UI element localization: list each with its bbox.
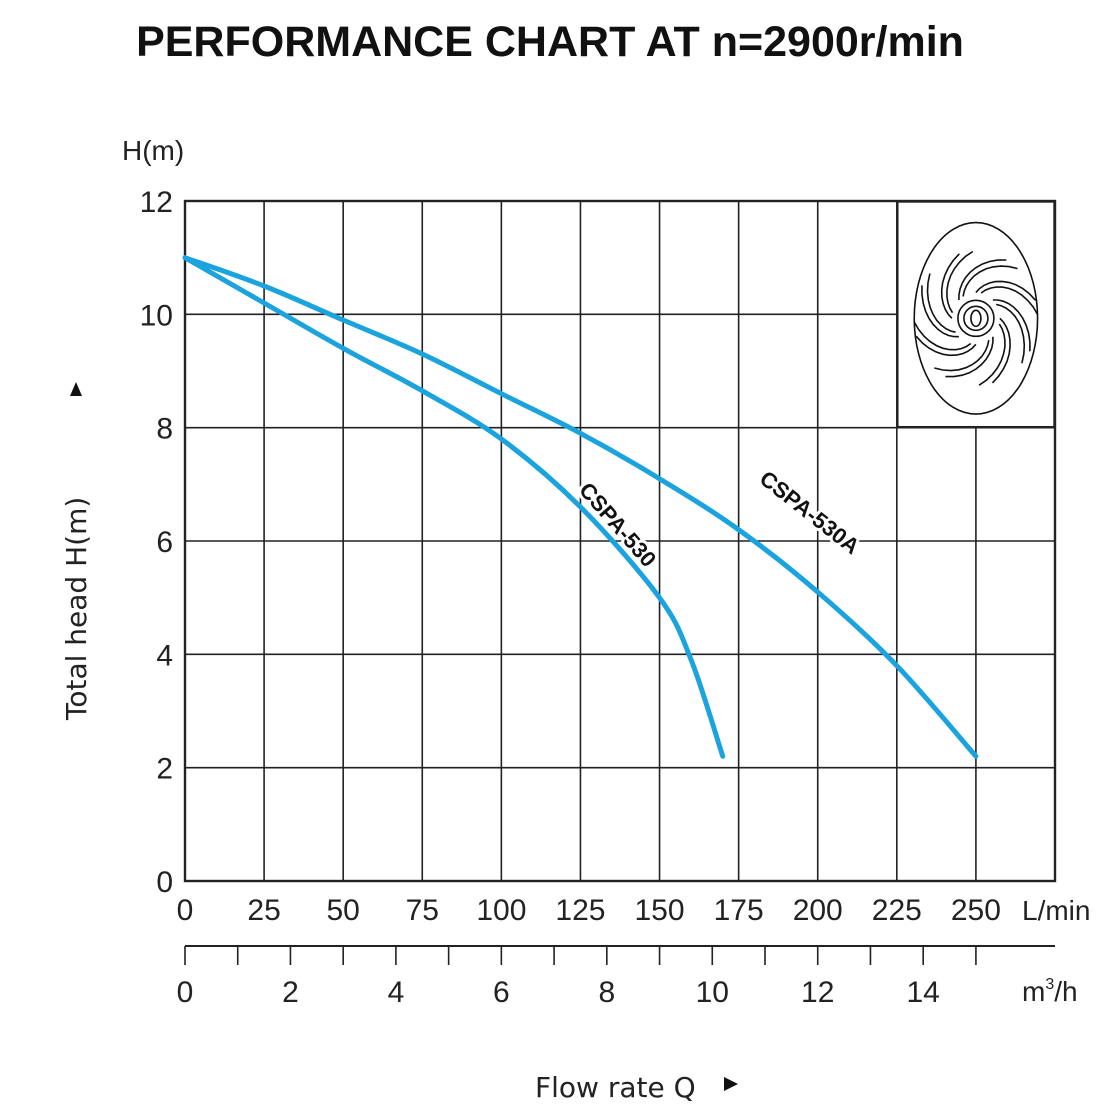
secondary-x-axis: 0 2 4 6 8 10 12 14 <box>177 945 1055 1009</box>
series-line-cspa-530a <box>182 255 979 759</box>
impeller-vane <box>962 265 1018 297</box>
secondary-tick-label: 6 <box>493 976 510 1009</box>
y-tick-labels: 0 2 4 6 8 10 12 <box>140 186 173 899</box>
x-unit-m3h-base: m <box>1022 976 1045 1007</box>
x-tick-label: 75 <box>406 894 439 927</box>
x-unit-m3h-tail: /h <box>1054 976 1077 1007</box>
y-axis-arrow-icon <box>70 382 82 396</box>
x-unit-m3h-sup: 3 <box>1045 976 1054 993</box>
impeller-vane <box>913 321 972 351</box>
secondary-tick-label: 14 <box>906 976 939 1009</box>
x-tick-label: 175 <box>714 894 764 927</box>
impeller-hub <box>957 299 995 338</box>
secondary-tick-label: 8 <box>598 976 615 1009</box>
impeller-hub-inner <box>963 305 989 332</box>
y-tick-label: 2 <box>156 753 173 786</box>
x-axis-title: Flow rate Q <box>535 1071 696 1104</box>
impeller-vane <box>978 323 1006 386</box>
y-tick-label: 10 <box>140 299 173 332</box>
x-tick-label: 0 <box>177 894 194 927</box>
x-unit-lmin: L/min <box>1022 895 1090 926</box>
x-tick-label: 50 <box>326 894 359 927</box>
y-axis-title-group: Total head H(m) <box>60 497 93 721</box>
impeller-inset <box>897 201 1055 428</box>
impeller-vane <box>915 335 977 357</box>
series-layer <box>182 255 979 759</box>
y-axis-title: Total head H(m) <box>60 497 93 721</box>
y-tick-label: 8 <box>156 413 173 446</box>
impeller-vane <box>940 253 960 319</box>
impeller-outline <box>913 221 1039 415</box>
series-line-cspa-530 <box>182 255 726 759</box>
impeller-bore <box>970 309 982 328</box>
x-tick-label: 125 <box>555 894 605 927</box>
chart-title: PERFORMANCE CHART AT n=2900r/min <box>136 18 964 66</box>
y-tick-label: 12 <box>140 186 173 219</box>
x-tick-label: 250 <box>951 894 1001 927</box>
x-unit-m3h: m3/h <box>1022 976 1078 1007</box>
x-tick-label: 25 <box>247 894 280 927</box>
secondary-tick-label: 10 <box>696 976 729 1009</box>
impeller-inset-box <box>897 201 1055 428</box>
x-tick-labels: 0 25 50 75 100 125 150 175 200 225 250 <box>177 894 1001 927</box>
x-tick-label: 200 <box>793 894 843 927</box>
y-tick-label: 4 <box>156 639 173 672</box>
impeller-vane <box>921 285 959 338</box>
secondary-tick-label: 2 <box>282 976 299 1009</box>
impeller-icon <box>913 221 1039 415</box>
x-tick-label: 100 <box>476 894 526 927</box>
impeller-vane <box>926 273 956 333</box>
y-tick-label: 0 <box>156 866 173 899</box>
impeller-vane <box>934 340 990 372</box>
impeller-vane <box>958 259 1007 301</box>
y-unit-label: H(m) <box>122 135 184 166</box>
impeller-vane <box>946 250 974 314</box>
impeller-vane <box>980 286 1039 316</box>
x-tick-label: 150 <box>635 894 685 927</box>
secondary-tick-label: 4 <box>388 976 405 1009</box>
curve-label-1: CSPA-530 <box>574 478 661 572</box>
y-tick-label: 6 <box>156 526 173 559</box>
impeller-vane <box>945 336 994 378</box>
grid <box>183 199 1057 883</box>
impeller-vane <box>975 280 1037 301</box>
impeller-vane <box>992 299 1031 352</box>
x-tick-label: 225 <box>872 894 922 927</box>
curve-label-2: CSPA-530A <box>755 466 864 560</box>
secondary-tick-label: 12 <box>801 976 834 1009</box>
secondary-tick-label: 0 <box>177 976 194 1009</box>
impeller-vane <box>995 303 1026 364</box>
impeller-vane <box>991 317 1011 384</box>
x-axis-arrow-icon <box>724 1077 738 1091</box>
plot-frame <box>183 199 1057 883</box>
